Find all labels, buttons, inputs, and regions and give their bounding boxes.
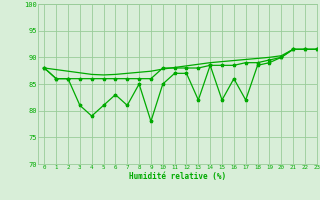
- X-axis label: Humidité relative (%): Humidité relative (%): [129, 172, 226, 181]
